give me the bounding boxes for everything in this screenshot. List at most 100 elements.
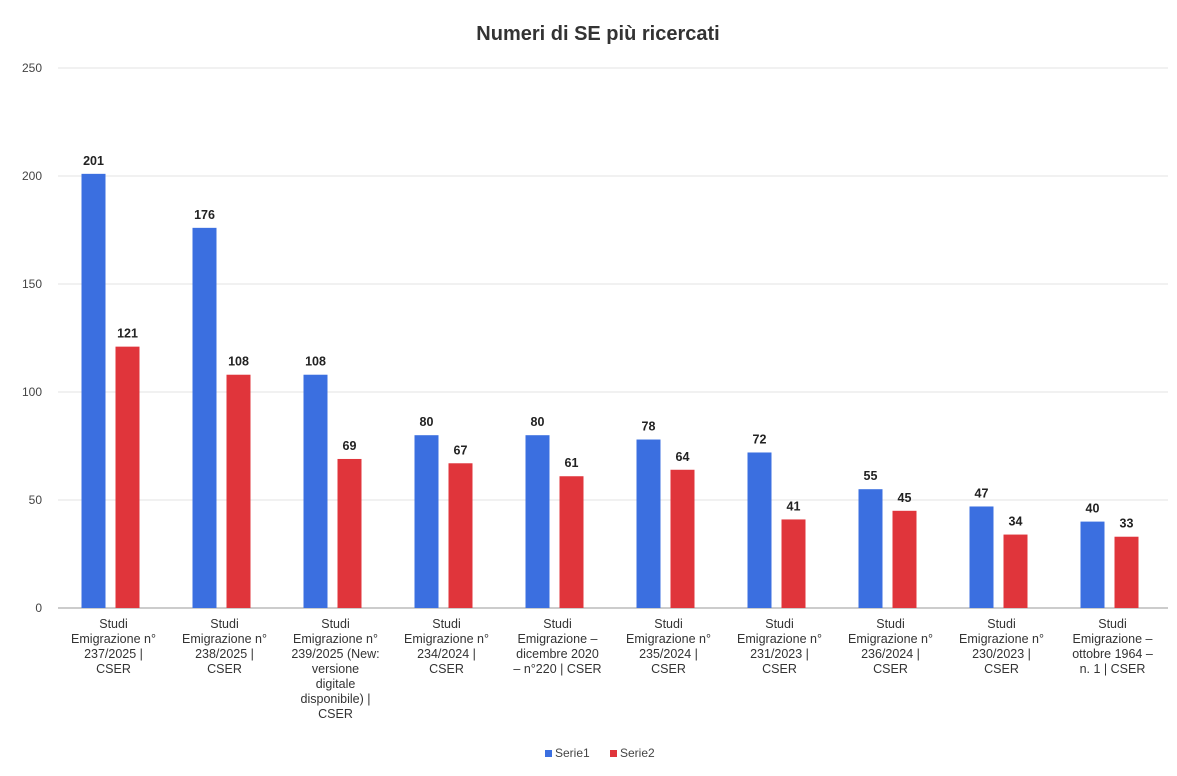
bar-serie1-4 bbox=[414, 435, 439, 608]
x-tick-label-line: CSER bbox=[651, 662, 686, 676]
x-tick-label-line: ottobre 1964 – bbox=[1072, 647, 1153, 661]
x-tick-label-line: Studi bbox=[210, 617, 239, 631]
x-tick-label-line: digitale bbox=[316, 677, 356, 691]
x-tick-label-line: CSER bbox=[984, 662, 1019, 676]
bar-serie1-10 bbox=[1080, 521, 1105, 608]
x-tick-label: Studi Emigrazione n° 235/2024 | CSER bbox=[626, 617, 711, 676]
x-tick-label-line: Emigrazione n° bbox=[737, 632, 822, 646]
y-axis: 0 50 100 150 200 250 bbox=[22, 61, 42, 615]
legend-swatch-serie2 bbox=[610, 750, 617, 757]
x-tick-label-line: Studi bbox=[876, 617, 905, 631]
data-label-serie1-1: 201 bbox=[83, 154, 104, 168]
bar-serie1-2 bbox=[192, 227, 217, 608]
x-tick-label-line: 234/2024 | bbox=[417, 647, 476, 661]
y-tick-label: 250 bbox=[22, 61, 42, 75]
x-tick-label-line: disponibile) | bbox=[301, 692, 371, 706]
x-tick-label-line: Emigrazione – bbox=[1073, 632, 1153, 646]
x-tick-label-line: CSER bbox=[96, 662, 131, 676]
bar-serie1-3 bbox=[303, 374, 328, 608]
bar-serie2-5 bbox=[559, 476, 584, 608]
bar-serie1-7 bbox=[747, 452, 772, 608]
x-tick-label: Studi Emigrazione n° 230/2023 | CSER bbox=[959, 617, 1044, 676]
bar-serie2-7 bbox=[781, 519, 806, 608]
data-label-serie1-8: 55 bbox=[864, 469, 878, 483]
bar-serie2-10 bbox=[1114, 536, 1139, 608]
x-tick-label-line: Emigrazione n° bbox=[71, 632, 156, 646]
y-tick-label: 150 bbox=[22, 277, 42, 291]
data-label-serie2-3: 69 bbox=[343, 439, 357, 453]
data-label-serie1-4: 80 bbox=[420, 415, 434, 429]
bar-serie2-9 bbox=[1003, 534, 1028, 608]
data-label-serie2-6: 64 bbox=[676, 450, 690, 464]
bar-serie1-5 bbox=[525, 435, 550, 608]
data-label-serie2-10: 33 bbox=[1120, 517, 1134, 531]
legend-label-serie2: Serie2 bbox=[620, 746, 655, 760]
bar-serie2-8 bbox=[892, 510, 917, 608]
x-tick-label-line: Emigrazione n° bbox=[626, 632, 711, 646]
bar-serie2-6 bbox=[670, 469, 695, 608]
bar-serie1-9 bbox=[969, 506, 994, 608]
bar-serie2-4 bbox=[448, 463, 473, 608]
x-tick-label-line: Emigrazione n° bbox=[182, 632, 267, 646]
data-label-serie1-2: 176 bbox=[194, 208, 215, 222]
x-tick-label-line: Studi bbox=[432, 617, 461, 631]
bar-serie2-1 bbox=[115, 346, 140, 608]
x-tick-label-line: Emigrazione n° bbox=[404, 632, 489, 646]
x-tick-label: Studi Emigrazione n° 231/2023 | CSER bbox=[737, 617, 822, 676]
x-tick-label-line: versione bbox=[312, 662, 359, 676]
x-tick-label-line: CSER bbox=[873, 662, 908, 676]
x-tick-label-line: Studi bbox=[99, 617, 128, 631]
x-tick-label-line: – n°220 | CSER bbox=[513, 662, 601, 676]
data-label-serie2-7: 41 bbox=[787, 499, 801, 513]
x-tick-label-line: Studi bbox=[321, 617, 350, 631]
x-tick-label-line: 237/2025 | bbox=[84, 647, 143, 661]
data-label-serie1-9: 47 bbox=[975, 486, 989, 500]
legend-swatch-serie1 bbox=[545, 750, 552, 757]
x-tick-label-line: 235/2024 | bbox=[639, 647, 698, 661]
x-tick-label-line: Studi bbox=[987, 617, 1016, 631]
x-tick-label-line: dicembre 2020 bbox=[516, 647, 599, 661]
x-tick-label-line: 238/2025 | bbox=[195, 647, 254, 661]
data-label-serie2-1: 121 bbox=[117, 327, 138, 341]
bar-serie1-1 bbox=[81, 173, 106, 608]
data-label-serie2-2: 108 bbox=[228, 355, 249, 369]
x-tick-label-line: CSER bbox=[318, 707, 353, 721]
x-tick-label: Studi Emigrazione – dicembre 2020– n°220 |… bbox=[513, 617, 601, 676]
y-tick-label: 50 bbox=[29, 493, 43, 507]
data-label-serie1-3: 108 bbox=[305, 355, 326, 369]
bar-serie1-6 bbox=[636, 439, 661, 608]
x-tick-label: Studi Emigrazione n° 236/2024 | CSER bbox=[848, 617, 933, 676]
data-labels: 201 121 176 108 108 69 80 67 80 61 78 64 72 41 55 45 47 3… bbox=[83, 154, 1133, 531]
x-tick-label-line: Studi bbox=[543, 617, 572, 631]
legend: Serie1 Serie2 bbox=[545, 746, 655, 760]
x-tick-label-line: CSER bbox=[207, 662, 242, 676]
y-tick-label: 0 bbox=[35, 601, 42, 615]
data-label-serie2-5: 61 bbox=[565, 456, 579, 470]
data-label-serie2-4: 67 bbox=[454, 443, 468, 457]
chart-title: Numeri di SE più ricercati bbox=[476, 23, 719, 45]
x-tick-label-line: Emigrazione – bbox=[518, 632, 598, 646]
x-tick-label-line: Studi bbox=[765, 617, 794, 631]
x-tick-label-line: 231/2023 | bbox=[750, 647, 809, 661]
legend-label-serie1: Serie1 bbox=[555, 746, 590, 760]
x-tick-label-line: Studi bbox=[1098, 617, 1127, 631]
y-tick-label: 100 bbox=[22, 385, 42, 399]
x-tick-label-line: Emigrazione n° bbox=[959, 632, 1044, 646]
data-label-serie1-5: 80 bbox=[531, 415, 545, 429]
x-tick-label-line: Studi bbox=[654, 617, 683, 631]
bar-serie2-2 bbox=[226, 374, 251, 608]
data-label-serie1-6: 78 bbox=[642, 420, 656, 434]
data-label-serie1-10: 40 bbox=[1086, 502, 1100, 516]
y-tick-label: 200 bbox=[22, 169, 42, 183]
x-tick-label: Studi Emigrazione n° 238/2025 | CSER bbox=[182, 617, 267, 676]
bar-serie1-8 bbox=[858, 489, 883, 608]
data-label-serie2-9: 34 bbox=[1009, 515, 1023, 529]
bar-serie2-3 bbox=[337, 458, 362, 608]
x-tick-label: Studi Emigrazione n° 237/2025 | CSER bbox=[71, 617, 156, 676]
x-tick-label-line: Emigrazione n° bbox=[848, 632, 933, 646]
x-tick-label-line: n. 1 | CSER bbox=[1080, 662, 1146, 676]
x-tick-label: Studi Emigrazione n° 239/2025 (New: version… bbox=[291, 617, 379, 721]
